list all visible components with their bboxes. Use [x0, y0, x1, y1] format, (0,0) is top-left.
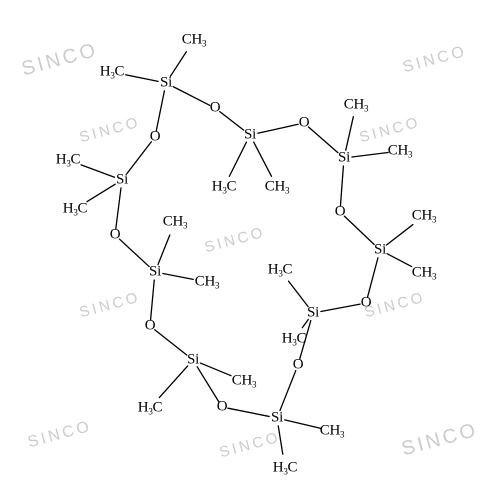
atom-label: H3C — [212, 180, 236, 195]
atom-label: CH3 — [412, 266, 436, 281]
atom-label: Si — [160, 76, 172, 91]
bond — [344, 216, 374, 244]
bond — [126, 75, 158, 82]
atom-label: CH3 — [232, 374, 256, 389]
bond — [321, 304, 360, 311]
atom-label: H3C — [268, 263, 292, 278]
bond — [368, 258, 378, 297]
bond — [127, 142, 151, 174]
bond — [151, 280, 155, 320]
bond — [309, 127, 338, 153]
atom-label: O — [145, 319, 156, 334]
atom-label: O — [293, 358, 304, 373]
bond — [280, 371, 296, 411]
atom-label: O — [299, 116, 310, 131]
bond — [340, 166, 343, 206]
atom-label: CH3 — [320, 424, 344, 439]
bond — [220, 112, 244, 130]
bond — [258, 124, 298, 133]
bond — [254, 142, 272, 176]
atom-label: CH3 — [182, 33, 206, 48]
atom-label: CH3 — [195, 275, 219, 290]
bond — [302, 319, 308, 327]
atom-label: H3C — [100, 65, 124, 80]
atom-label: CH3 — [388, 144, 412, 159]
atom-label: O — [335, 205, 346, 220]
bond — [155, 330, 187, 355]
atom-label: Si — [307, 306, 319, 321]
atom-label: Si — [187, 353, 199, 368]
atom-label: H3C — [138, 401, 162, 416]
bond — [346, 117, 354, 150]
bond — [116, 188, 121, 229]
bond — [81, 165, 114, 177]
bond — [159, 366, 187, 398]
chemical-diagram: SINCOSINCOSINCOSINCOSINCOSINCOSINCOSINCO… — [0, 0, 500, 500]
bond — [278, 426, 283, 454]
bond — [119, 239, 149, 266]
atom-label: Si — [374, 243, 386, 258]
atom-label: H3C — [56, 153, 80, 168]
atom-label: CH3 — [265, 180, 289, 195]
bond — [197, 367, 219, 402]
atom-label: O — [217, 400, 228, 415]
bond — [87, 184, 115, 201]
bond — [289, 281, 309, 307]
atom-label: CH3 — [412, 209, 436, 224]
bond — [163, 274, 193, 280]
atom-label: H3C — [273, 461, 297, 476]
bond-layer — [0, 0, 500, 500]
atom-label: O — [110, 228, 121, 243]
atom-label: CH3 — [344, 98, 368, 113]
bond — [158, 235, 170, 265]
atom-label: H3C — [63, 202, 87, 217]
atom-label: Si — [244, 128, 256, 143]
atom-label: Si — [338, 151, 350, 166]
atom-label: O — [150, 130, 161, 145]
atom-label: H3C — [282, 332, 306, 347]
atom-label: CH3 — [163, 215, 187, 230]
bond — [228, 408, 269, 416]
atom-label: Si — [116, 173, 128, 188]
atom-label: Si — [149, 265, 161, 280]
bond — [200, 363, 231, 376]
bond — [285, 420, 321, 428]
bond — [170, 52, 186, 77]
bond — [352, 152, 388, 157]
bond — [387, 254, 412, 267]
bond — [173, 87, 210, 106]
atom-label: O — [210, 101, 221, 116]
bond — [229, 142, 246, 176]
bond — [386, 225, 413, 246]
bond — [156, 91, 164, 131]
atom-label: Si — [271, 411, 283, 426]
atom-label: O — [361, 296, 372, 311]
